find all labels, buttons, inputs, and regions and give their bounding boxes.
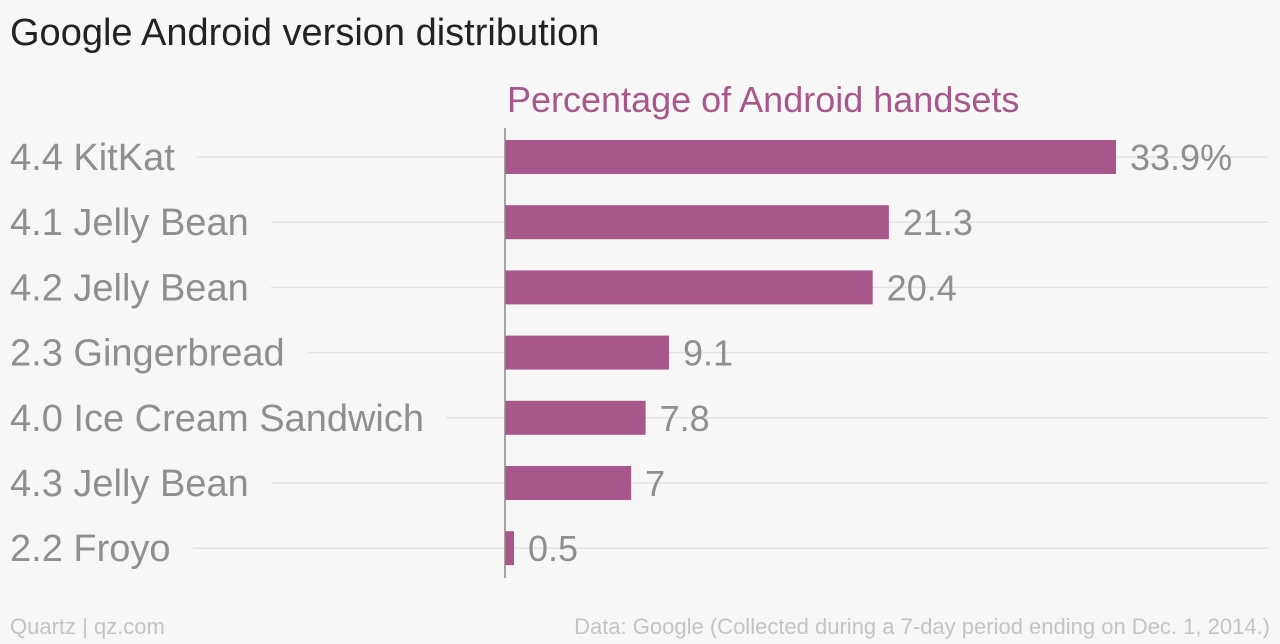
category-label: 2.2 Froyo — [10, 528, 171, 570]
value-label: 7 — [645, 463, 665, 504]
category-label: 2.3 Gingerbread — [10, 333, 285, 375]
bar — [505, 335, 670, 370]
value-label: 9.1 — [683, 333, 733, 374]
bars: 4.4 KitKat 33.9% 4.1 Jelly Bean 21.3 4.2 Jel… — [10, 137, 1232, 570]
category-label: 4.3 Jelly Bean — [10, 463, 249, 505]
bar — [505, 205, 889, 240]
category-label: 4.2 Jelly Bean — [10, 267, 249, 309]
category-label: 4.1 Jelly Bean — [10, 202, 249, 244]
bar — [505, 531, 515, 566]
value-label: 20.4 — [887, 267, 957, 308]
value-label: 7.8 — [660, 398, 710, 439]
bar — [505, 270, 873, 305]
category-label: 4.0 Ice Cream Sandwich — [10, 398, 424, 440]
value-label: 33.9% — [1130, 137, 1232, 178]
value-label: 21.3 — [903, 202, 973, 243]
series-label: Percentage of Android handsets — [507, 79, 1019, 120]
chart-title: Google Android version distribution — [10, 12, 600, 54]
value-label: 0.5 — [528, 528, 578, 569]
bar — [505, 466, 632, 500]
category-label: 4.4 KitKat — [10, 137, 175, 179]
footer-source: Data: Google (Collected during a 7-day p… — [574, 614, 1270, 639]
footer-credit: Quartz | qz.com — [10, 614, 165, 639]
bar — [505, 140, 1116, 174]
bar — [505, 400, 646, 435]
